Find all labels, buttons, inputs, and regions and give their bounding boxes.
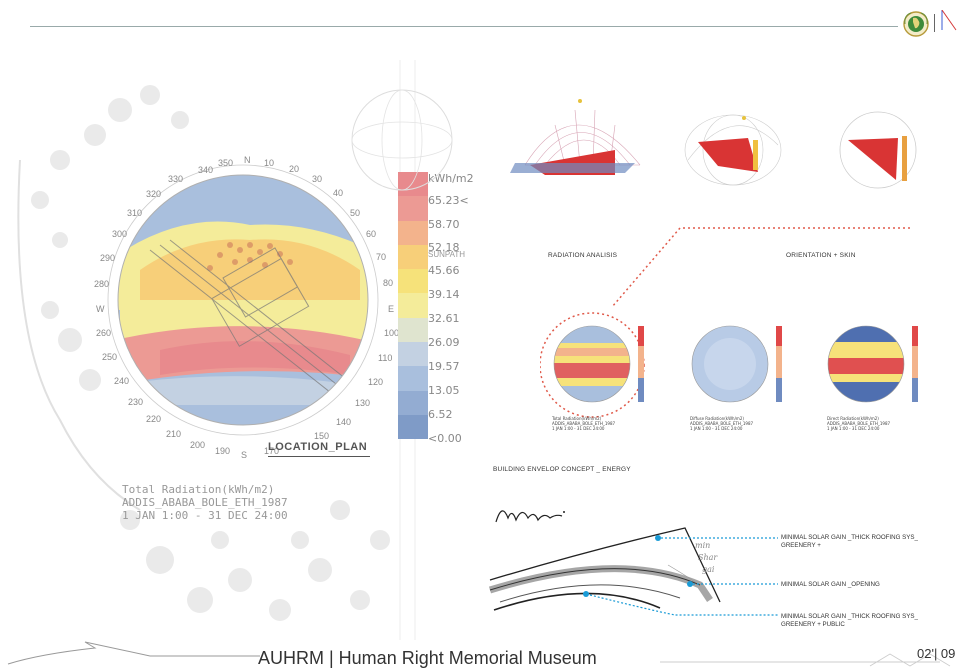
caption-line: ADDIS_ABABA_BOLE_ETH_1987 bbox=[827, 421, 891, 426]
legend-swatch bbox=[398, 414, 428, 440]
legend-swatch bbox=[398, 342, 428, 367]
sunpath-diagram-side bbox=[510, 99, 641, 175]
callout-lines bbox=[583, 535, 778, 616]
legend-value: <0.00 bbox=[428, 432, 462, 445]
caption-line: Direct Radiation(kWh/m2) bbox=[827, 416, 879, 421]
sunpath-diagram-top bbox=[839, 111, 917, 189]
legend-value: 13.05 bbox=[428, 384, 460, 397]
note-line: MINIMAL SOLAR GAIN _OPENING bbox=[781, 581, 880, 588]
footer-title: AUHRM | Human Right Memorial Museum bbox=[258, 648, 597, 668]
caption-line: ADDIS_ABABA_BOLE_ETH_1987 bbox=[690, 421, 754, 426]
radiation-dome-diffuse bbox=[691, 325, 782, 403]
caption-line: 1 JAN 1:00 - 31 DEC 24:00 bbox=[552, 426, 605, 431]
small-chart-caption-diffuse: Diffuse Radiation(kWh/m2) ADDIS_ABABA_BO… bbox=[690, 416, 753, 431]
logo-divider bbox=[934, 14, 935, 32]
site-plan-background bbox=[17, 60, 416, 640]
envelope-section-diagram: min Shar gai bbox=[488, 527, 721, 611]
caption-line: 1 JAN 1:00 - 31 DEC 24:00 bbox=[827, 426, 880, 431]
organization-logo bbox=[902, 10, 930, 38]
legend-swatch bbox=[398, 220, 428, 245]
note-line: MINIMAL SOLAR GAIN _THICK ROOFING SYS_ bbox=[781, 534, 918, 541]
corner-mark-icon bbox=[941, 10, 957, 31]
svg-text:min: min bbox=[695, 541, 710, 550]
sunpath-label: SUNPATH bbox=[428, 250, 466, 259]
envelope-note-roof: MINIMAL SOLAR GAIN _THICK ROOFING SYS_ G… bbox=[781, 534, 918, 550]
legend-value: 32.61 bbox=[428, 312, 460, 325]
radiation-legend-bar bbox=[398, 172, 428, 440]
note-line: MINIMAL SOLAR GAIN _THICK ROOFING SYS_ bbox=[781, 613, 918, 620]
section-title-radiation: RADIATION ANALISIS bbox=[548, 252, 618, 259]
radiation-dome-total bbox=[553, 325, 644, 403]
legend-swatch bbox=[398, 172, 428, 197]
small-chart-caption-direct: Direct Radiation(kWh/m2) ADDIS_ABABA_BOL… bbox=[827, 416, 890, 431]
legend-value: 19.57 bbox=[428, 360, 460, 373]
section-title-orientation: ORIENTATION + SKIN bbox=[786, 252, 856, 259]
location-plan-label: LOCATION_PLAN bbox=[268, 441, 368, 453]
legend-swatch bbox=[398, 293, 428, 318]
radiation-dome-direct bbox=[827, 325, 918, 403]
legend-swatch bbox=[398, 366, 428, 391]
caption-line: 1 JAN 1:00 - 31 DEC 24:00 bbox=[122, 509, 288, 522]
location-plan-underline bbox=[268, 456, 370, 457]
legend-swatch bbox=[398, 269, 428, 294]
header-rule bbox=[30, 26, 898, 27]
legend-swatch bbox=[398, 390, 428, 415]
legend-swatch bbox=[398, 196, 428, 221]
note-line: GREENERY + PUBLIC bbox=[781, 621, 845, 628]
legend-value: 52.18 bbox=[428, 241, 460, 254]
signature-sketch bbox=[495, 510, 565, 523]
svg-text:Shar: Shar bbox=[698, 553, 718, 562]
legend-swatch bbox=[398, 317, 428, 343]
caption-line: Total Radiation(kWh/m2) bbox=[552, 416, 602, 421]
envelope-note-public: MINIMAL SOLAR GAIN _THICK ROOFING SYS_ G… bbox=[781, 613, 918, 629]
legend-value: 45.66 bbox=[428, 264, 460, 277]
envelope-note-opening: MINIMAL SOLAR GAIN _OPENING bbox=[781, 581, 880, 589]
sun-path-globe-sketch bbox=[351, 89, 453, 191]
footer-line-sketch bbox=[7, 641, 951, 667]
caption-line: ADDIS_ABABA_BOLE_ETH_1987 bbox=[122, 496, 288, 509]
radiation-dome-main bbox=[107, 164, 379, 436]
legend-value: 39.14 bbox=[428, 288, 460, 301]
small-chart-caption-total: Total Radiation(kWh/m2) ADDIS_ABABA_BOLE… bbox=[552, 416, 615, 431]
caption-line: ADDIS_ABABA_BOLE_ETH_1987 bbox=[552, 421, 616, 426]
section-title-envelope: BUILDING ENVELOP CONCEPT _ ENERGY bbox=[493, 466, 631, 473]
sunpath-diagram-3d bbox=[684, 114, 782, 186]
svg-text:gai: gai bbox=[702, 565, 715, 574]
legend-value: 65.23< bbox=[428, 194, 469, 207]
legend-swatch bbox=[398, 244, 428, 270]
caption-line: Diffuse Radiation(kWh/m2) bbox=[690, 416, 744, 421]
legend-value: 6.52 bbox=[428, 408, 453, 421]
caption-line: Total Radiation(kWh/m2) bbox=[122, 483, 275, 496]
note-line: GREENERY + bbox=[781, 542, 821, 549]
legend-value: 58.70 bbox=[428, 218, 460, 231]
main-caption: Total Radiation(kWh/m2) ADDIS_ABABA_BOLE… bbox=[122, 483, 288, 522]
legend-value: 26.09 bbox=[428, 336, 460, 349]
legend-unit: kWh/m2 bbox=[428, 172, 474, 185]
footer-page-number: 02'| 09 bbox=[917, 646, 956, 661]
caption-line: 1 JAN 1:00 - 31 DEC 24:00 bbox=[690, 426, 743, 431]
